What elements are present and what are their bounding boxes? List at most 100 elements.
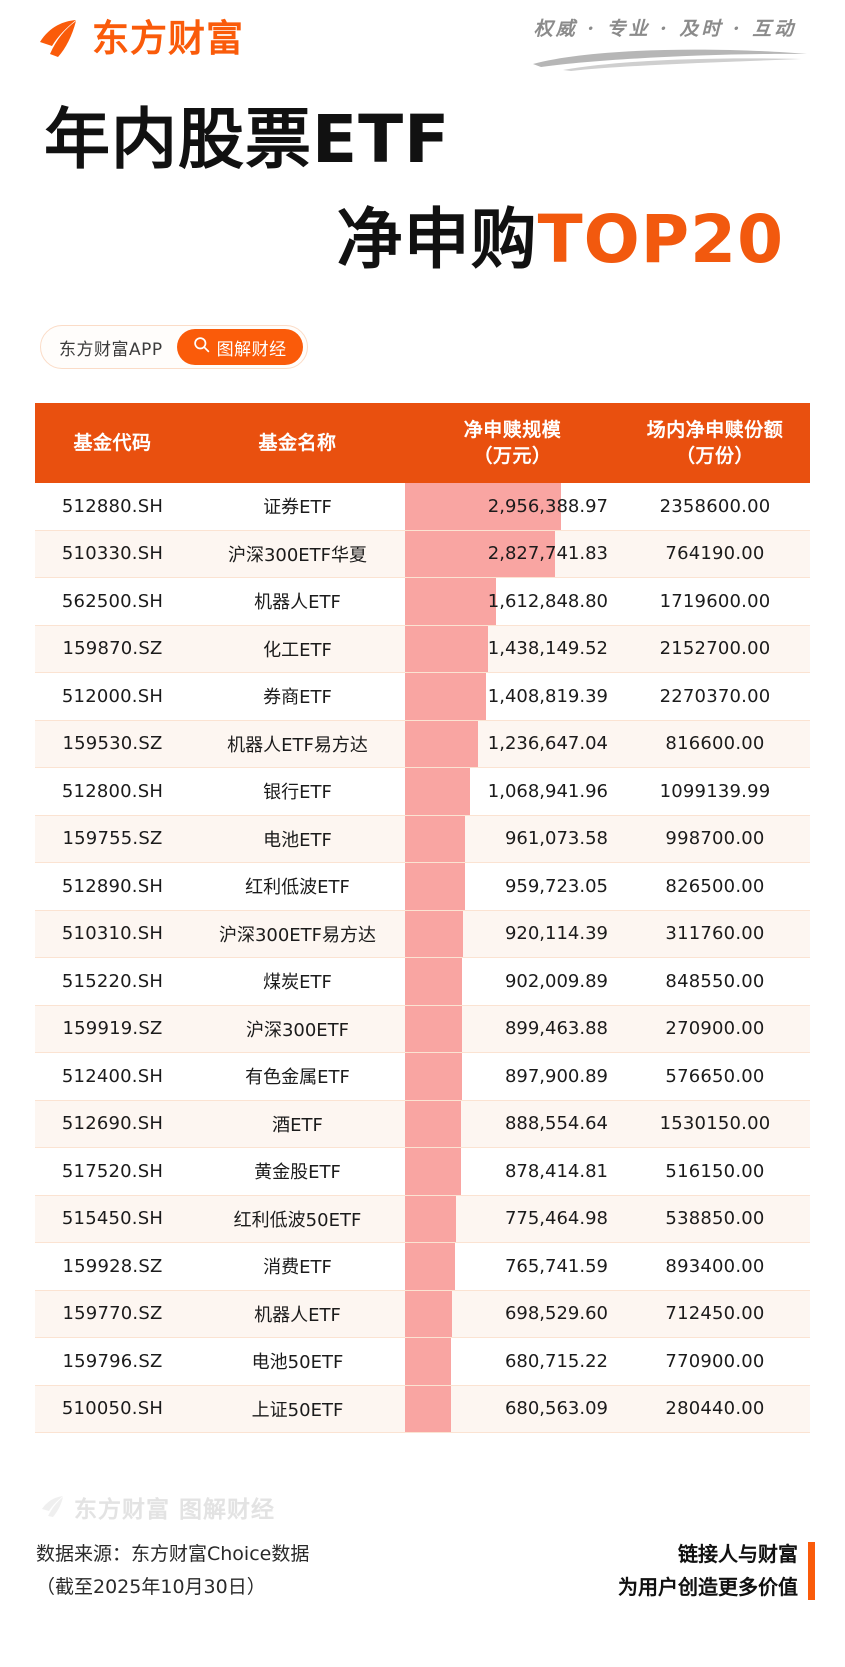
value-bar xyxy=(405,1385,451,1432)
net-scale-value: 888,554.64 xyxy=(504,1113,608,1135)
cell-net-shares: 712450.00 xyxy=(620,1290,810,1338)
cell-fund-name: 黄金股ETF xyxy=(190,1147,405,1196)
footer-slogan-line-2: 为用户创造更多价值 xyxy=(618,1575,798,1599)
page-title-line-2: 净申购TOP20 xyxy=(44,201,784,279)
net-scale-bar-cell: 680,715.22 xyxy=(405,1338,620,1385)
app-badge-label: 东方财富APP xyxy=(59,339,163,360)
table-row[interactable]: 512000.SH 券商ETF 1,408,819.39 2270370.00 xyxy=(35,672,810,721)
table-row[interactable]: 159770.SZ 机器人ETF 698,529.60 712450.00 xyxy=(35,1290,810,1338)
cell-fund-code: 512800.SH xyxy=(35,767,190,816)
cell-net-scale: 897,900.89 xyxy=(405,1052,620,1101)
cell-net-shares: 1530150.00 xyxy=(620,1100,810,1148)
brand-name: 东方财富 xyxy=(92,17,244,60)
net-scale-bar-cell: 680,563.09 xyxy=(405,1385,620,1432)
cell-fund-code: 510330.SH xyxy=(35,530,190,578)
table-row[interactable]: 512690.SH 酒ETF 888,554.64 1530150.00 xyxy=(35,1100,810,1148)
cell-fund-code: 512400.SH xyxy=(35,1052,190,1101)
cell-fund-code: 159919.SZ xyxy=(35,1005,190,1053)
cell-net-scale: 2,827,741.83 xyxy=(405,530,620,578)
net-scale-bar-cell: 897,900.89 xyxy=(405,1053,620,1100)
cell-net-scale: 765,741.59 xyxy=(405,1242,620,1291)
net-scale-value: 878,414.81 xyxy=(504,1160,608,1182)
eastmoney-arrow-logo-icon xyxy=(36,16,82,62)
table-row[interactable]: 512890.SH 红利低波ETF 959,723.05 826500.00 xyxy=(35,862,810,911)
table-row[interactable]: 510330.SH 沪深300ETF华夏 2,827,741.83 764190.00 xyxy=(35,530,810,578)
net-scale-bar-cell: 2,956,388.97 xyxy=(405,483,620,530)
table-row[interactable]: 159919.SZ 沪深300ETF 899,463.88 270900.00 xyxy=(35,1005,810,1053)
table-row[interactable]: 159530.SZ 机器人ETF易方达 1,236,647.04 816600.00 xyxy=(35,720,810,768)
footer-slogan-lines: 链接人与财富 为用户创造更多价值 xyxy=(618,1538,798,1604)
cell-net-shares: 516150.00 xyxy=(620,1147,810,1196)
net-scale-value: 1,068,941.96 xyxy=(487,780,608,802)
table-row[interactable]: 159870.SZ 化工ETF 1,438,149.52 2152700.00 xyxy=(35,625,810,673)
cell-net-scale: 2,956,388.97 xyxy=(405,483,620,531)
cell-net-scale: 680,715.22 xyxy=(405,1337,620,1386)
net-scale-bar-cell: 878,414.81 xyxy=(405,1148,620,1195)
table-row[interactable]: 515450.SH 红利低波50ETF 775,464.98 538850.00 xyxy=(35,1195,810,1243)
net-scale-bar-cell: 1,438,149.52 xyxy=(405,625,620,672)
cell-net-shares: 2270370.00 xyxy=(620,672,810,721)
cell-fund-name: 煤炭ETF xyxy=(190,957,405,1006)
table-row[interactable]: 512800.SH 银行ETF 1,068,941.96 1099139.99 xyxy=(35,767,810,816)
cell-fund-name: 有色金属ETF xyxy=(190,1052,405,1101)
net-scale-bar-cell: 765,741.59 xyxy=(405,1243,620,1290)
table-row[interactable]: 159796.SZ 电池50ETF 680,715.22 770900.00 xyxy=(35,1337,810,1386)
cell-net-scale: 961,073.58 xyxy=(405,815,620,863)
value-bar xyxy=(405,1195,456,1242)
net-scale-value: 775,464.98 xyxy=(504,1208,608,1230)
net-scale-bar-cell: 959,723.05 xyxy=(405,863,620,910)
column-header-net-scale: 净申赎规模 （万元） xyxy=(405,403,620,483)
net-scale-bar-cell: 899,463.88 xyxy=(405,1005,620,1052)
cell-net-shares: 311760.00 xyxy=(620,910,810,958)
cell-net-shares: 848550.00 xyxy=(620,957,810,1006)
net-scale-bar-cell: 1,236,647.04 xyxy=(405,720,620,767)
cell-fund-code: 159530.SZ xyxy=(35,720,190,768)
cell-fund-name: 红利低波ETF xyxy=(190,862,405,911)
value-bar xyxy=(405,815,465,862)
column-header-net-shares-unit: （万份） xyxy=(675,445,754,467)
net-scale-bar-cell: 902,009.89 xyxy=(405,958,620,1005)
cell-net-shares: 576650.00 xyxy=(620,1052,810,1101)
net-scale-value: 1,408,819.39 xyxy=(487,685,608,707)
cell-fund-name: 机器人ETF xyxy=(190,1290,405,1338)
column-header-fund-code-label: 基金代码 xyxy=(73,432,152,454)
net-scale-bar-cell: 698,529.60 xyxy=(405,1290,620,1337)
cell-fund-name: 上证50ETF xyxy=(190,1385,405,1433)
page-title: 年内股票ETF 净申购TOP20 xyxy=(0,95,845,295)
cell-net-shares: 1719600.00 xyxy=(620,577,810,626)
app-badge[interactable]: 东方财富APP 图解财经 xyxy=(40,325,308,369)
net-scale-bar-cell: 1,612,848.80 xyxy=(405,578,620,625)
table-row[interactable]: 512400.SH 有色金属ETF 897,900.89 576650.00 xyxy=(35,1052,810,1101)
table-row[interactable]: 159928.SZ 消费ETF 765,741.59 893400.00 xyxy=(35,1242,810,1291)
column-header-net-shares: 场内净申赎份额 （万份） xyxy=(620,403,810,483)
cell-net-shares: 538850.00 xyxy=(620,1195,810,1243)
data-source-line-1: 数据来源：东方财富Choice数据 xyxy=(36,1543,310,1565)
cell-fund-code: 562500.SH xyxy=(35,577,190,626)
net-scale-bar-cell: 775,464.98 xyxy=(405,1195,620,1242)
table-row[interactable]: 510050.SH 上证50ETF 680,563.09 280440.00 xyxy=(35,1385,810,1433)
net-scale-bar-cell: 888,554.64 xyxy=(405,1100,620,1147)
net-scale-value: 1,612,848.80 xyxy=(487,590,608,612)
column-header-net-shares-label: 场内净申赎份额 xyxy=(646,419,784,441)
table-row[interactable]: 562500.SH 机器人ETF 1,612,848.80 1719600.00 xyxy=(35,577,810,626)
cell-net-scale: 878,414.81 xyxy=(405,1147,620,1196)
table-row[interactable]: 512880.SH 证券ETF 2,956,388.97 2358600.00 xyxy=(35,483,810,531)
column-header-fund-name-label: 基金名称 xyxy=(258,432,337,454)
table-row[interactable]: 159755.SZ 电池ETF 961,073.58 998700.00 xyxy=(35,815,810,863)
table-row[interactable]: 517520.SH 黄金股ETF 878,414.81 516150.00 xyxy=(35,1147,810,1196)
value-bar xyxy=(405,483,561,530)
value-bar xyxy=(405,1338,451,1385)
page-title-line-2-plain: 净申购 xyxy=(336,201,538,278)
net-scale-bar-cell: 920,114.39 xyxy=(405,910,620,957)
cell-net-scale: 1,068,941.96 xyxy=(405,767,620,816)
cell-net-scale: 888,554.64 xyxy=(405,1100,620,1148)
cell-net-shares: 280440.00 xyxy=(620,1385,810,1433)
tujie-caijing-button[interactable]: 图解财经 xyxy=(176,329,303,365)
column-header-fund-code: 基金代码 xyxy=(35,403,190,483)
table-row[interactable]: 515220.SH 煤炭ETF 902,009.89 848550.00 xyxy=(35,957,810,1006)
table-row[interactable]: 510310.SH 沪深300ETF易方达 920,114.39 311760.00 xyxy=(35,910,810,958)
net-scale-value: 899,463.88 xyxy=(504,1018,608,1040)
value-bar xyxy=(405,530,555,577)
cell-fund-code: 517520.SH xyxy=(35,1147,190,1196)
cell-fund-code: 159870.SZ xyxy=(35,625,190,673)
